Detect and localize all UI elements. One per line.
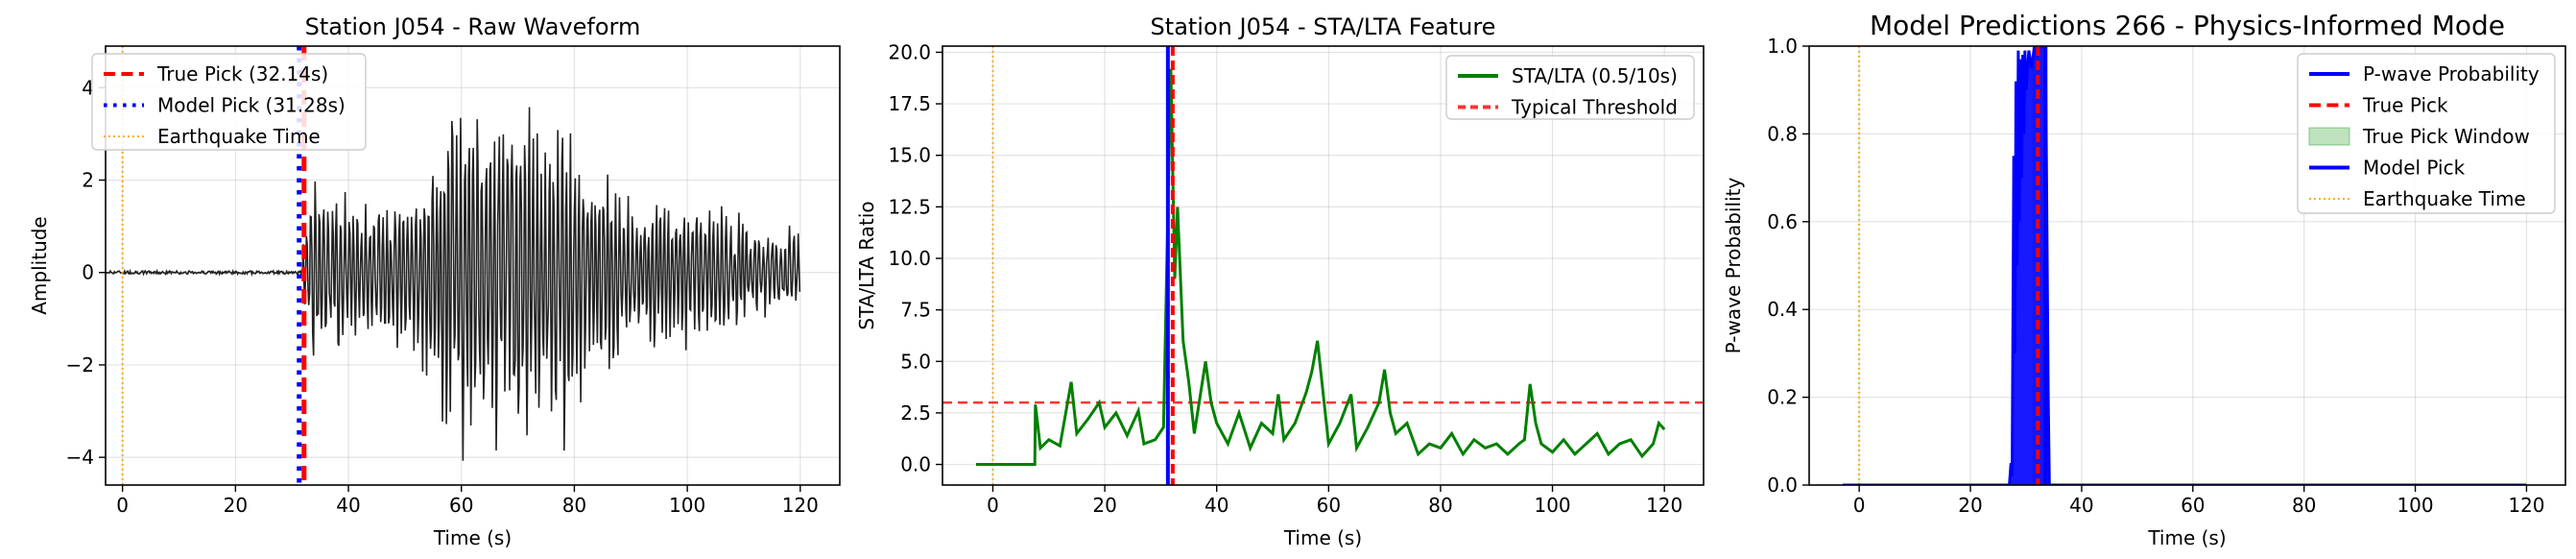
- y-axis-label: P-wave Probability: [1722, 178, 1745, 354]
- legend: True Pick (32.14s) Model Pick (31.28s) Ear…: [91, 53, 367, 151]
- chart-panel-2: 0 20 40 60 80 100 120 0.0 2.5 5.0 7.5 10.0 12.5 15.0 1…: [855, 13, 1705, 549]
- y-tick-label: 7.5: [900, 299, 931, 322]
- x-tick-label: 0: [116, 494, 129, 517]
- y-tick-label: 12.5: [888, 195, 931, 218]
- x-tick-label: 120: [1646, 494, 1682, 517]
- legend-label: Earthquake Time: [157, 125, 321, 148]
- y-tick-label: 2: [82, 169, 94, 192]
- x-axis-label: Time (s): [1283, 526, 1362, 549]
- legend-label: Typical Threshold: [1511, 96, 1678, 119]
- x-axis-label: Time (s): [433, 526, 512, 549]
- y-axis-label: Amplitude: [28, 216, 51, 315]
- legend-label: Model Pick: [2363, 157, 2466, 180]
- legend-box: [1445, 55, 1695, 120]
- legend-label: True Pick (32.14s): [156, 62, 328, 85]
- x-tick-label: 100: [1534, 494, 1570, 517]
- legend-box: [2297, 53, 2556, 214]
- axes-frame: [1808, 45, 2566, 486]
- y-tick-label: 2.5: [900, 401, 931, 425]
- x-tick-label: 80: [1428, 494, 1452, 517]
- x-tick-label: 120: [2508, 494, 2544, 517]
- y-tick-label: 17.5: [888, 92, 931, 115]
- x-tick-label: 20: [224, 494, 248, 517]
- axes-frame: [105, 45, 841, 486]
- legend-box: [91, 53, 367, 151]
- legend-label: Model Pick (31.28s): [157, 94, 346, 117]
- x-tick-label: 40: [1205, 494, 1228, 517]
- y-tick-label: 5.0: [900, 350, 931, 373]
- chart-panel-3: 0 20 40 60 80 100 120 0.0 0.2 0.4 0.6 0.8 1.0 Model P…: [1722, 10, 2566, 549]
- x-tick-label: 80: [562, 494, 586, 517]
- y-tick-label: 0.4: [1767, 298, 1798, 321]
- y-tick-label: 1.0: [1767, 35, 1798, 58]
- x-tick-label: 40: [2069, 494, 2093, 517]
- x-tick-label: 60: [1317, 494, 1341, 517]
- legend: STA/LTA (0.5/10s) Typical Threshold: [1445, 55, 1695, 120]
- axes-frame: [942, 45, 1705, 486]
- y-tick-label: −4: [66, 446, 94, 469]
- legend-label: STA/LTA (0.5/10s): [1512, 64, 1678, 87]
- stalta-line: [976, 68, 1666, 466]
- legend-swatch: [2308, 127, 2350, 146]
- x-tick-label: 100: [669, 494, 705, 517]
- plot-area: [1842, 46, 2527, 485]
- y-tick-label: 0.0: [900, 453, 931, 476]
- y-tick-label: 0.8: [1767, 122, 1798, 145]
- legend-label: True Pick: [2362, 94, 2448, 117]
- x-tick-label: 20: [1958, 494, 1982, 517]
- y-tick-label: −2: [66, 353, 94, 377]
- chart-panel-1: 0 20 40 60 80 100 120 −4 −2 0 2 4 Station J054 - Raw…: [28, 13, 841, 549]
- y-tick-label: 15.0: [888, 144, 931, 167]
- y-tick-label: 20.0: [888, 40, 931, 63]
- legend-label: P-wave Probability: [2363, 62, 2540, 85]
- x-tick-label: 0: [987, 494, 999, 517]
- x-tick-label: 80: [2292, 494, 2316, 517]
- plot-area: [942, 46, 1704, 485]
- chart-title: Station J054 - STA/LTA Feature: [1151, 13, 1496, 40]
- x-tick-label: 60: [2181, 494, 2205, 517]
- chart-title: Station J054 - Raw Waveform: [305, 13, 641, 40]
- y-tick-label: 0.2: [1767, 386, 1798, 409]
- x-tick-label: 40: [336, 494, 360, 517]
- y-axis-label: STA/LTA Ratio: [855, 201, 878, 329]
- chart-title: Model Predictions 266 - Physics-Informed…: [1870, 10, 2505, 41]
- y-tick-label: 0.0: [1767, 474, 1798, 497]
- x-tick-label: 0: [1853, 494, 1866, 517]
- probability-line: [1842, 46, 2527, 485]
- legend: P-wave Probability True Pick True Pick Win…: [2297, 53, 2556, 214]
- waveform-line: [106, 107, 801, 461]
- x-tick-label: 60: [449, 494, 473, 517]
- x-tick-label: 120: [782, 494, 819, 517]
- x-tick-label: 20: [1092, 494, 1116, 517]
- legend-label: Earthquake Time: [2363, 187, 2526, 210]
- x-axis-label: Time (s): [2147, 526, 2226, 549]
- y-tick-label: 0.6: [1767, 210, 1798, 233]
- y-tick-label: 10.0: [888, 247, 931, 270]
- x-tick-label: 100: [2397, 494, 2433, 517]
- y-tick-label: 0: [82, 261, 94, 284]
- y-tick-label: 4: [82, 76, 94, 99]
- legend-label: True Pick Window: [2362, 125, 2530, 148]
